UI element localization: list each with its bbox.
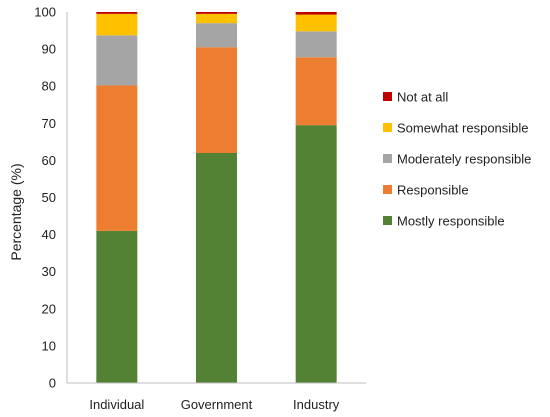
bar-segment <box>96 12 138 14</box>
legend-label: Mostly responsible <box>397 214 505 229</box>
legend-swatch <box>383 123 392 132</box>
y-tick-label: 10 <box>42 338 56 353</box>
bar-segment <box>196 13 237 24</box>
y-tick-label: 20 <box>42 301 56 316</box>
legend-label: Moderately responsible <box>397 152 531 167</box>
y-tick-label: 70 <box>42 116 56 131</box>
y-tick-label: 30 <box>42 264 56 279</box>
legend-label: Somewhat responsible <box>397 121 529 136</box>
bar-segment <box>196 12 237 14</box>
y-tick-label: 0 <box>49 376 56 391</box>
bar-segment <box>196 152 237 383</box>
y-tick-label: 100 <box>34 5 56 20</box>
legend: Not at all Somewhat responsible Moderately… <box>383 90 531 229</box>
bar-segment <box>96 13 138 36</box>
bar-segment <box>196 47 237 153</box>
bar-segment <box>295 14 337 32</box>
bar-segment <box>295 12 337 15</box>
bar-segment <box>295 31 337 58</box>
y-tick-label: 90 <box>42 42 56 57</box>
bar-segment <box>96 230 138 383</box>
bar-segment <box>96 35 138 86</box>
legend-swatch <box>383 185 392 194</box>
legend-label: Not at all <box>397 90 448 105</box>
y-tick-label: 80 <box>42 79 56 94</box>
x-tick-label: Industry <box>293 397 340 412</box>
bar-segment <box>96 85 138 231</box>
bar-group <box>96 12 337 383</box>
y-tick-labels: 0 10 20 30 40 50 60 70 80 90 100 <box>34 5 56 391</box>
legend-label: Responsible <box>397 183 469 198</box>
x-tick-labels: Individual Government Industry <box>89 397 339 412</box>
bar-segment <box>295 125 337 383</box>
y-tick-label: 50 <box>42 190 56 205</box>
y-tick-label: 60 <box>42 153 56 168</box>
bar-segment <box>196 23 237 48</box>
y-tick-label: 40 <box>42 227 56 242</box>
legend-swatch <box>383 154 392 163</box>
x-tick-label: Government <box>181 397 253 412</box>
x-tick-label: Individual <box>89 397 144 412</box>
legend-swatch <box>383 216 392 225</box>
legend-swatch <box>383 92 392 101</box>
y-axis-title: Percentage (%) <box>8 163 24 260</box>
bar-segment <box>295 57 337 126</box>
